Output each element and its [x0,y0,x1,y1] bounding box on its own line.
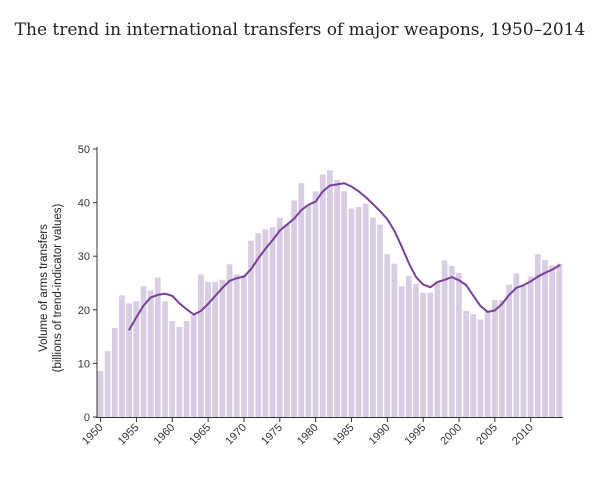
bar-1983 [334,180,340,417]
x-tick-label: 1995 [403,422,429,448]
bar-2004 [484,311,491,417]
x-tick-label: 2000 [438,422,464,448]
x-tick-label: 1950 [80,422,106,448]
bar-1970 [240,274,247,417]
bar-1950 [97,370,104,417]
bar-1951 [104,351,111,417]
bar-1997 [434,281,441,417]
bar-2006 [499,300,505,417]
bar-1977 [291,200,297,417]
x-tick-label: 2010 [510,422,536,448]
bar-1976 [284,224,290,417]
bar-1968 [226,264,233,417]
bar-1980 [312,191,319,417]
bar-2012 [542,259,548,417]
x-tick-label: 1990 [367,422,393,448]
chart-title: The trend in international transfers of … [14,20,586,40]
bar-1984 [341,191,348,417]
bar-1985 [348,208,355,417]
y-tick-label: 30 [78,251,90,263]
bar-1989 [377,224,383,417]
bar-1958 [154,277,161,417]
bar-2014 [556,263,563,417]
bar-1964 [197,274,204,417]
bar-1960 [169,321,176,417]
bar-2002 [470,314,477,417]
bar-1996 [427,292,434,417]
bar-1955 [133,301,140,417]
bar-1966 [212,281,219,417]
y-tick-label: 50 [78,144,90,156]
x-tick-label: 2005 [474,422,500,448]
bar-1993 [405,276,412,417]
bar-2005 [491,300,498,417]
bar-1986 [355,206,362,417]
x-tick-label: 1955 [116,422,142,448]
bar-1978 [298,183,305,417]
bar-1961 [176,326,183,417]
bar-1981 [319,174,326,417]
bar-2009 [520,285,527,417]
x-tick-label: 1970 [223,422,249,448]
bar-1954 [126,303,133,417]
bar-1974 [269,227,276,417]
bar-1959 [162,301,168,417]
bar-2013 [549,265,556,417]
bar-1995 [420,292,426,417]
x-tick-label: 1965 [187,422,213,448]
bar-1987 [362,203,369,417]
bar-1962 [183,321,190,417]
bar-1975 [276,217,283,417]
y-tick-label: 0 [84,412,90,424]
y-tick-label: 20 [78,305,90,317]
bar-2008 [513,273,520,417]
bar-1988 [370,217,376,417]
bar-1956 [140,286,147,417]
trend-line [128,182,561,331]
bar-1952 [111,328,118,417]
bar-1971 [248,240,254,417]
bar-2007 [506,284,513,417]
y-axis-label: Volume of arms transfers [38,224,50,352]
bar-1967 [219,279,226,417]
bar-1969 [233,274,240,417]
x-tick-label: 1960 [152,422,178,448]
bar-1979 [305,204,312,417]
bar-2003 [477,319,484,417]
bar-1994 [413,284,419,417]
bar-2001 [463,310,469,417]
y-tick-label: 10 [78,358,90,370]
bar-1990 [384,254,391,417]
y-tick-label: 40 [78,198,90,210]
bar-1953 [119,295,125,417]
bar-1963 [190,315,197,417]
bar-1992 [398,286,405,417]
bar-1973 [262,229,269,417]
bar-1965 [205,281,211,417]
bar-series [97,170,563,417]
trend-line-series [128,182,561,331]
bar-1998 [441,260,448,417]
bar-1957 [147,290,154,417]
y-axis-label-group: Volume of arms transfers (billions of tr… [38,203,64,372]
bar-1982 [327,170,333,417]
x-tick-label: 1985 [331,422,357,448]
bar-2011 [534,254,541,417]
bar-1991 [391,263,398,417]
bar-1972 [255,233,262,417]
bar-2000 [456,272,462,417]
x-tick-label: 1975 [259,422,285,448]
bar-2010 [527,276,534,417]
x-tick-label: 1980 [295,422,321,448]
y-axis-label-units: (billions of trend-indicator values) [52,203,64,372]
bar-1999 [448,265,455,417]
